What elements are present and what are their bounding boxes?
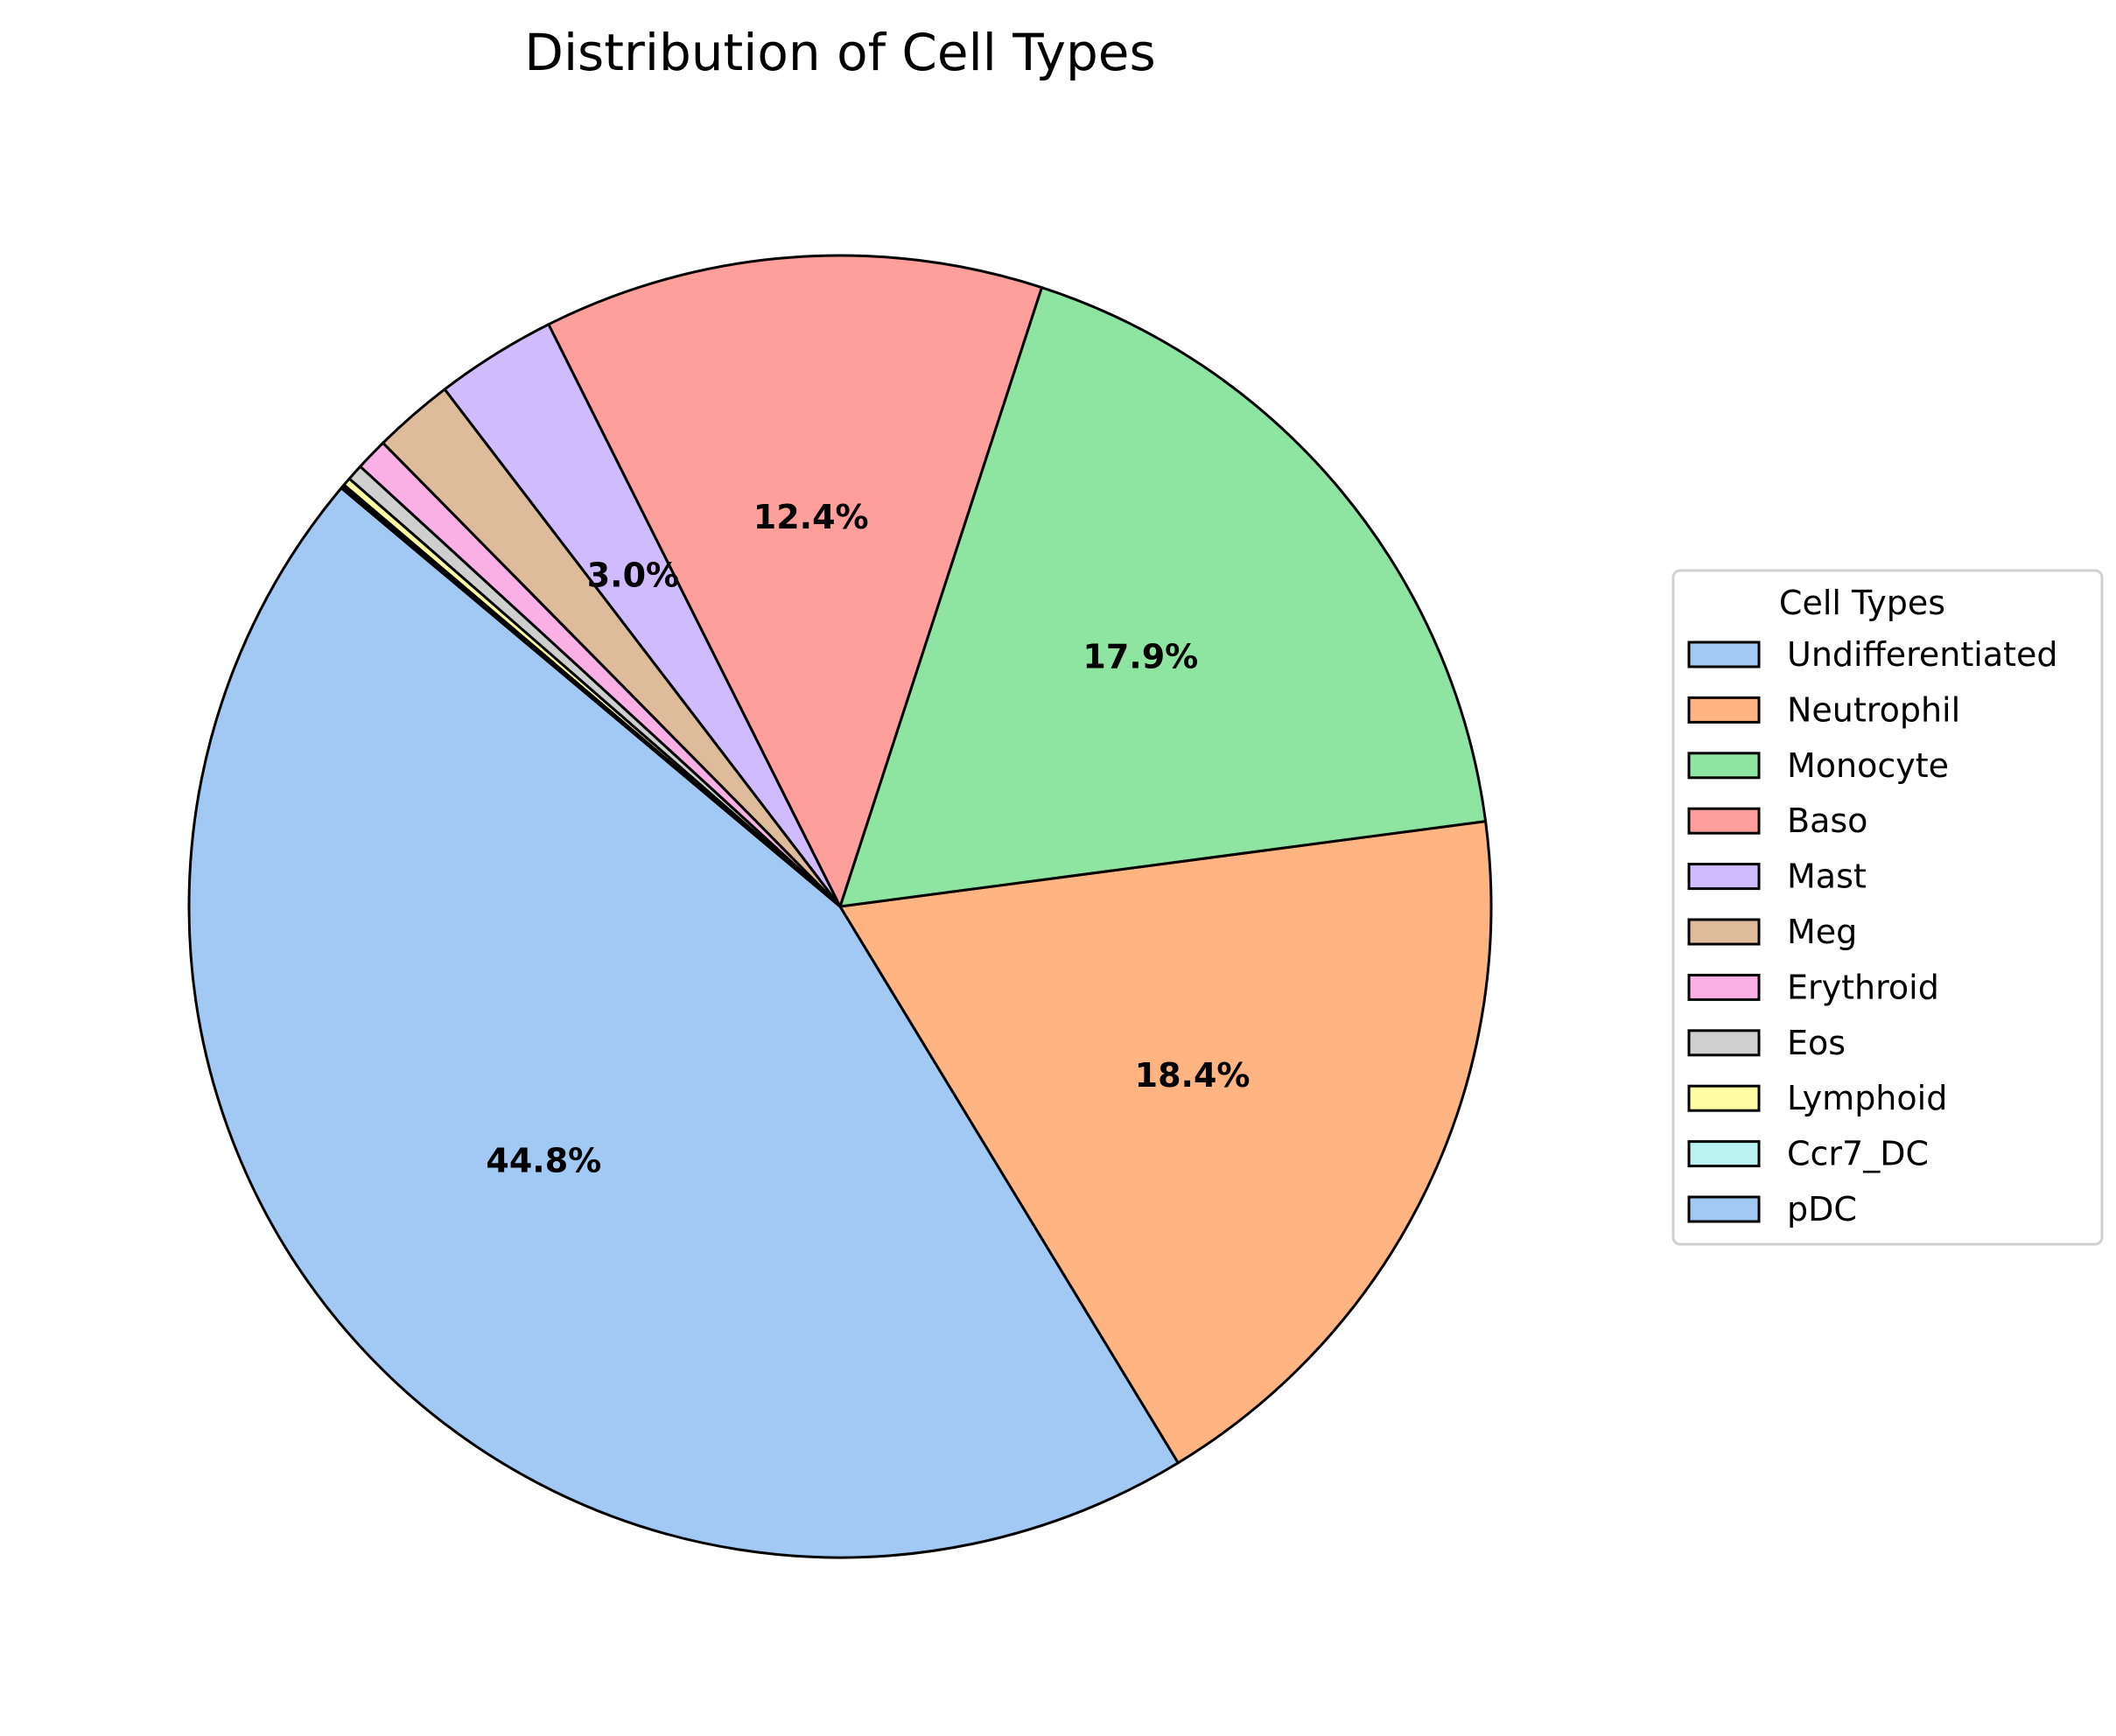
legend-swatch-pdc xyxy=(1687,1195,1761,1223)
legend-swatch-lymphoid xyxy=(1687,1084,1761,1112)
pie-label-neutrophil: 18.4% xyxy=(1135,1056,1251,1095)
legend-label-undifferentiated: Undifferentiated xyxy=(1787,635,2058,674)
pie-label-mast: 3.0% xyxy=(587,556,679,594)
legend-swatch-meg xyxy=(1687,918,1761,946)
legend-title: Cell Types xyxy=(1779,584,1945,622)
pie-slice-undifferentiated xyxy=(187,486,1180,1559)
legend: Cell Types Undifferentiated Neutrophil Mon… xyxy=(1671,569,2104,1246)
legend-swatch-erythroid xyxy=(1687,973,1761,1001)
legend-swatch-baso xyxy=(1687,807,1761,835)
pie-label-monocyte: 17.9% xyxy=(1083,638,1198,676)
pie-label-undifferentiated: 44.8% xyxy=(486,1142,601,1180)
legend-swatch-monocyte xyxy=(1687,752,1761,780)
legend-label-baso: Baso xyxy=(1787,802,1867,840)
legend-label-meg: Meg xyxy=(1787,913,1857,951)
pie-slice-pdc xyxy=(340,485,842,908)
pie-slices xyxy=(187,254,1493,1559)
chart-title: Distribution of Cell Types xyxy=(524,23,1155,82)
legend-label-pdc: pDC xyxy=(1787,1190,1857,1228)
legend-items: Undifferentiated Neutrophil Monocyte Baso Ma… xyxy=(1687,635,2058,1228)
pie-slice-monocyte xyxy=(838,286,1488,908)
legend-swatch-undifferentiated xyxy=(1687,640,1761,668)
legend-label-lymphoid: Lymphoid xyxy=(1787,1079,1947,1117)
legend-label-neutrophil: Neutrophil xyxy=(1787,690,1960,729)
legend-label-ccr7-dc: Ccr7_DC xyxy=(1787,1135,1929,1173)
legend-label-erythroid: Erythroid xyxy=(1787,968,1939,1006)
pie-percent-labels: 44.8% 18.4% 17.9% 12.4% 3.0% xyxy=(486,498,1250,1180)
pie-slice-baso xyxy=(547,254,1043,908)
legend-label-mast: Mast xyxy=(1787,858,1867,896)
pie-label-baso: 12.4% xyxy=(753,498,869,536)
legend-label-eos: Eos xyxy=(1787,1024,1846,1062)
legend-frame xyxy=(1671,569,2104,1246)
legend-swatch-neutrophil xyxy=(1687,696,1761,724)
legend-swatch-mast xyxy=(1687,863,1761,891)
pie-slice-neutrophil xyxy=(838,820,1493,1465)
legend-swatch-eos xyxy=(1687,1029,1761,1057)
legend-swatch-ccr7-dc xyxy=(1687,1140,1761,1168)
legend-label-monocyte: Monocyte xyxy=(1787,746,1949,785)
